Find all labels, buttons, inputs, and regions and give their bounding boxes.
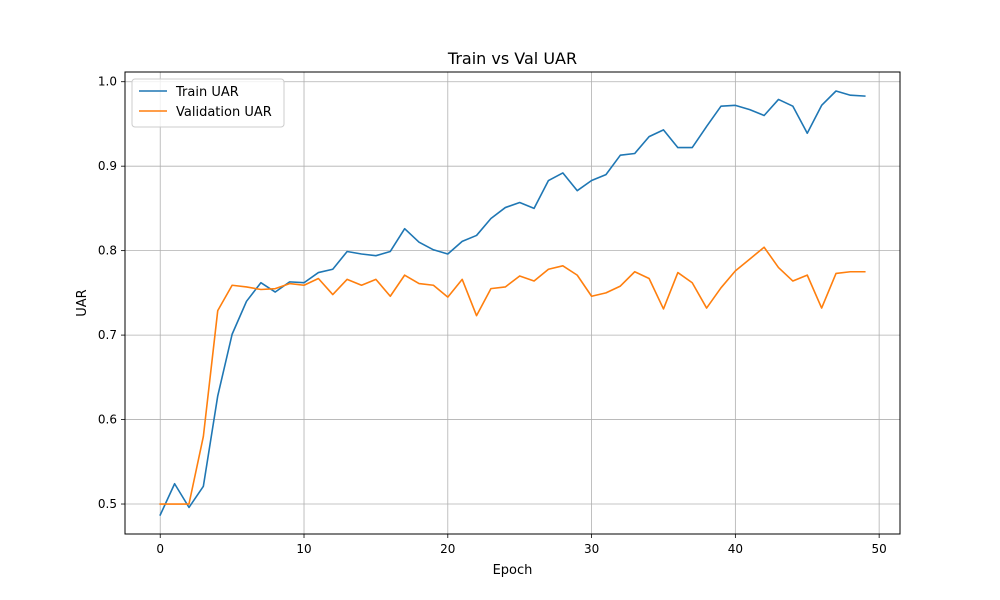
y-tick-label: 0.7 bbox=[98, 328, 117, 342]
y-tick-label: 0.9 bbox=[98, 159, 117, 173]
train-uar-line bbox=[159, 90, 866, 517]
legend-label-train: Train UAR bbox=[175, 85, 239, 100]
y-tick-label: 0.6 bbox=[98, 413, 117, 427]
legend-label-validation: Validation UAR bbox=[176, 105, 272, 120]
legend: Train UAR Validation UAR bbox=[131, 78, 285, 128]
x-axis-label: Epoch bbox=[493, 563, 533, 578]
y-tick-label: 1.0 bbox=[98, 75, 117, 89]
x-tick-label: 30 bbox=[584, 542, 599, 556]
x-tick-label: 10 bbox=[296, 542, 311, 556]
series-lines bbox=[159, 90, 866, 517]
x-tick-label: 40 bbox=[728, 542, 743, 556]
y-axis-label: UAR bbox=[75, 289, 90, 316]
y-tick-label: 0.8 bbox=[98, 244, 117, 258]
x-tick-label: 20 bbox=[440, 542, 455, 556]
axis-ticks: 0 10 20 30 40 50 0.5 0.6 0.7 0.8 0.9 1.0 bbox=[98, 75, 887, 556]
chart-title: Train vs Val UAR bbox=[447, 49, 577, 68]
validation-uar-line bbox=[159, 246, 866, 505]
x-tick-label: 0 bbox=[156, 542, 164, 556]
x-tick-label: 50 bbox=[872, 542, 887, 556]
legend-box bbox=[131, 78, 285, 128]
grid-lines bbox=[125, 72, 900, 534]
plot-frame bbox=[124, 71, 901, 535]
y-tick-label: 0.5 bbox=[98, 497, 117, 511]
